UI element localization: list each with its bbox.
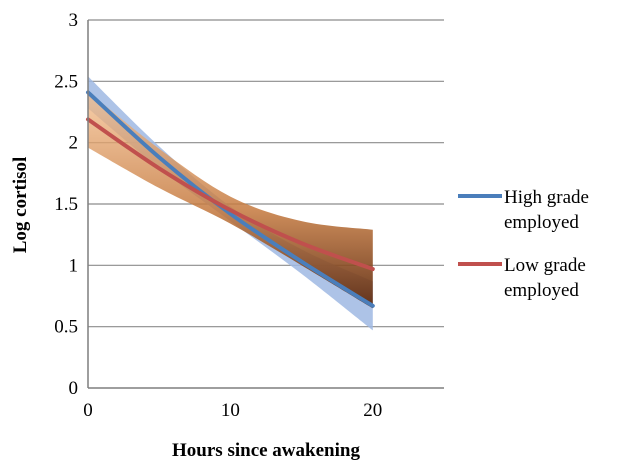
high-grade-confidence-band bbox=[88, 76, 373, 331]
legend-label: Low grade bbox=[504, 255, 586, 276]
y-tick-label: 3 bbox=[69, 10, 79, 31]
y-axis-title: Log cortisol bbox=[10, 157, 31, 254]
legend-label: employed bbox=[504, 212, 579, 233]
low-grade-confidence-band bbox=[88, 91, 373, 309]
y-tick-label: 1.5 bbox=[54, 194, 78, 215]
y-tick-label: 2.5 bbox=[54, 71, 78, 92]
x-tick-label: 20 bbox=[363, 400, 382, 421]
x-tick-label: 10 bbox=[221, 400, 240, 421]
y-tick-label: 1 bbox=[69, 255, 79, 276]
legend-label: High grade bbox=[504, 187, 589, 208]
y-tick-label: 2 bbox=[69, 133, 79, 154]
confidence-bands bbox=[88, 76, 373, 331]
axes bbox=[87, 20, 444, 389]
legend: High grade employed Low grade employed bbox=[458, 187, 589, 301]
series-lines bbox=[86, 90, 375, 308]
legend-label: employed bbox=[504, 280, 579, 301]
high-grade-line bbox=[86, 90, 375, 308]
x-axis-title: Hours since awakening bbox=[172, 440, 360, 461]
y-tick-label: 0 bbox=[69, 378, 79, 399]
x-tick-label: 0 bbox=[83, 400, 93, 421]
low-grade-line bbox=[86, 117, 375, 272]
y-tick-label: 0.5 bbox=[54, 317, 78, 338]
tick-labels: 0 0.5 1 1.5 2 2.5 3 0 10 20 bbox=[54, 10, 382, 421]
